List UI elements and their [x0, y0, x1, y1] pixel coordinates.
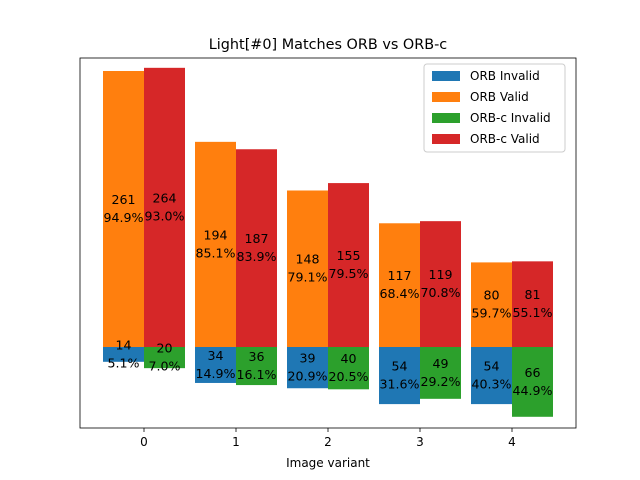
- legend: ORB Invalid ORB Valid ORB-c Invalid ORB-c V…: [423, 63, 566, 153]
- x-tick-label-1: 1: [232, 435, 240, 449]
- bar-label-orb-c-invalid-0: 20 7.0%: [149, 341, 181, 374]
- x-tick-label-2: 2: [324, 435, 332, 449]
- bars-group: [103, 67, 553, 417]
- bar-orb-valid-4: [471, 262, 512, 347]
- bar-label-orb-invalid-2: 39 20.9%: [287, 351, 327, 384]
- bar-orb-invalid-0: [103, 347, 144, 362]
- bar-orb-c-valid-0: [144, 67, 185, 347]
- bar-orb-valid-2: [287, 190, 328, 347]
- bar-label-orb-c-valid-1: 187 83.9%: [236, 231, 276, 264]
- bar-orb-c-invalid-2: [328, 347, 369, 390]
- legend-swatch-orb-invalid: [432, 71, 460, 81]
- bar-label-orb-c-valid-4: 81 55.1%: [512, 287, 552, 320]
- legend-box: [423, 63, 566, 153]
- bar-label-orb-invalid-4: 54 40.3%: [471, 359, 511, 392]
- bar-label-orb-c-valid-2: 155 79.5%: [328, 248, 368, 281]
- bar-label-orb-valid-2: 148 79.1%: [287, 252, 327, 285]
- bar-orb-c-valid-3: [420, 221, 461, 347]
- bar-label-orb-c-invalid-2: 40 20.5%: [328, 351, 368, 384]
- bar-label-orb-c-invalid-4: 66 44.9%: [512, 365, 552, 398]
- legend-swatch-orb-c-invalid: [432, 113, 460, 123]
- bar-orb-valid-1: [195, 141, 236, 347]
- bar-label-orb-invalid-0: 14 5.1%: [108, 337, 140, 370]
- legend-swatch-orb-valid: [432, 92, 460, 102]
- chart-title: Light[#0] Matches ORB vs ORB-c: [209, 37, 448, 53]
- bar-orb-invalid-1: [195, 347, 236, 383]
- bar-label-orb-invalid-1: 34 14.9%: [195, 348, 235, 381]
- x-ticks-group: 0 1 2 3 4: [140, 428, 516, 449]
- bar-orb-invalid-4: [471, 347, 512, 405]
- legend-label-orb-c-valid: ORB-c Valid: [470, 132, 540, 146]
- bar-orb-valid-0: [103, 70, 144, 348]
- bar-orb-c-valid-2: [328, 183, 369, 347]
- bar-orb-c-invalid-4: [512, 347, 553, 417]
- bar-orb-c-valid-1: [236, 149, 277, 347]
- bar-label-orb-c-valid-3: 119 70.8%: [420, 267, 460, 300]
- bar-label-orb-c-valid-0: 264 93.0%: [144, 190, 184, 223]
- x-tick-label-0: 0: [140, 435, 148, 449]
- bar-orb-c-invalid-1: [236, 347, 277, 386]
- bar-labels-group: 14 5.1% 34 14.9% 39 20.9% 54 31.6% 54 40.3% 261 94.…: [103, 190, 552, 397]
- legend-label-orb-c-invalid: ORB-c Invalid: [470, 111, 551, 125]
- bar-label-orb-valid-4: 80 59.7%: [471, 288, 511, 321]
- bar-orb-valid-3: [379, 223, 420, 347]
- bar-label-orb-valid-0: 261 94.9%: [103, 192, 143, 225]
- legend-label-orb-valid: ORB Valid: [470, 90, 529, 104]
- x-axis-label: Image variant: [286, 456, 370, 470]
- bar-orb-invalid-3: [379, 347, 420, 405]
- bar-orb-c-valid-4: [512, 261, 553, 347]
- bar-label-orb-valid-3: 117 68.4%: [379, 268, 419, 301]
- bar-label-orb-invalid-3: 54 31.6%: [379, 359, 419, 392]
- bar-label-orb-c-invalid-1: 36 16.1%: [236, 349, 276, 382]
- x-tick-label-4: 4: [508, 435, 516, 449]
- bar-label-orb-valid-1: 194 85.1%: [195, 227, 235, 260]
- legend-swatch-orb-c-valid: [432, 134, 460, 144]
- legend-label-orb-invalid: ORB Invalid: [470, 69, 540, 83]
- x-tick-label-3: 3: [416, 435, 424, 449]
- bar-orb-c-invalid-0: [144, 347, 185, 369]
- bar-label-orb-c-invalid-3: 49 29.2%: [420, 356, 460, 389]
- bar-orb-c-invalid-3: [420, 347, 461, 399]
- bar-orb-invalid-2: [287, 347, 328, 389]
